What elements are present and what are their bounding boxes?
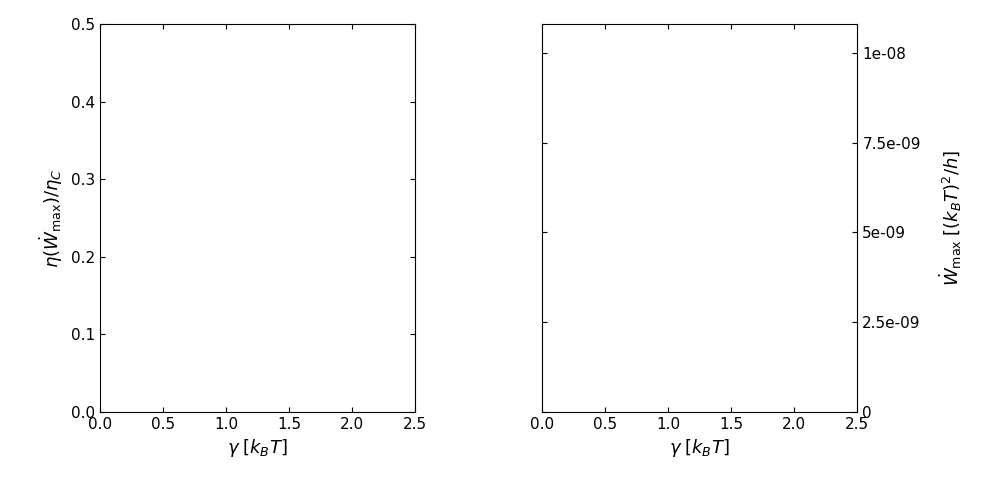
Y-axis label: $\eta(\dot{W}_{\rm max}) / \eta_C$: $\eta(\dot{W}_{\rm max}) / \eta_C$ — [38, 168, 65, 268]
Y-axis label: $\dot{W}_{\rm max}\;[(k_BT)^2/h]$: $\dot{W}_{\rm max}\;[(k_BT)^2/h]$ — [937, 150, 964, 286]
X-axis label: $\gamma\;[k_BT]$: $\gamma\;[k_BT]$ — [669, 437, 730, 459]
X-axis label: $\gamma\;[k_BT]$: $\gamma\;[k_BT]$ — [227, 437, 288, 459]
